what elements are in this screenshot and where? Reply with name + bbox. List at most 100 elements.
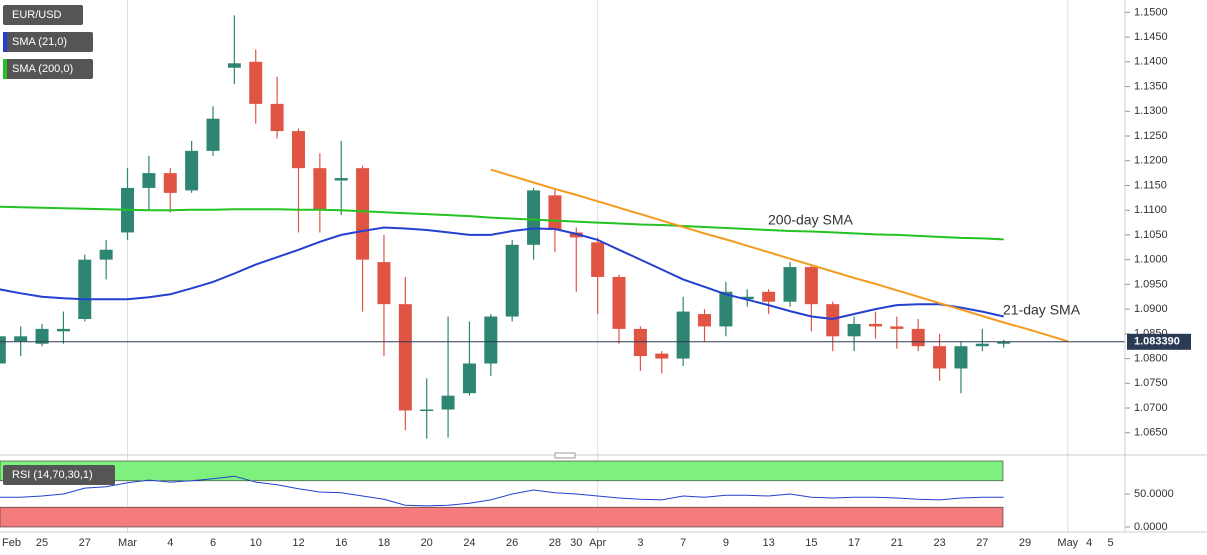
x-tick-label: 16 [335,537,347,549]
y-tick-label: 1.0750 [1134,377,1168,389]
candle-body [227,63,241,68]
candle-body [591,242,605,277]
x-tick-label: 5 [1107,537,1113,549]
candle-body [633,328,647,357]
y-tick-label: 1.1350 [1134,80,1168,92]
sma-line [0,205,1004,241]
grid [0,0,1069,532]
x-tick-label: 4 [1086,537,1092,549]
x-tick-label: 12 [292,537,304,549]
legend-label: SMA (200,0) [12,63,73,75]
legend-box [3,59,93,79]
y-tick-label: 1.1300 [1134,105,1168,117]
y-tick-label: 1.0950 [1134,278,1168,290]
candle-body [783,267,797,302]
x-tick-label: Apr [589,537,606,549]
y-tick-label: 1.1400 [1134,56,1168,68]
candle-body [14,336,28,342]
candle-body [954,346,968,369]
rsi-band [0,506,1004,528]
candle-body [612,276,626,329]
y-tick-label: 1.1450 [1134,31,1168,43]
panel-title: RSI (14,70,30,1) [12,469,93,481]
candle-body [868,323,882,327]
candle-body [719,291,733,327]
candle-body [78,259,92,319]
x-tick-label: 21 [891,537,903,549]
last-price-box [1127,333,1191,350]
legend-box [3,465,115,485]
candle-body [142,173,156,188]
legend-box [3,5,83,25]
x-tick-label: 10 [250,537,262,549]
last-price-label: 1.083390 [1134,336,1180,348]
candle-body [548,195,562,230]
legend-swatch [3,32,7,52]
x-tick-label: 29 [1019,537,1031,549]
x-tick-label: 27 [79,537,91,549]
candle-body [377,262,391,305]
x-tick-label: Feb [2,537,21,549]
x-tick-label: May [1057,537,1078,549]
x-tick-label: 27 [976,537,988,549]
y-tick-label: 0.0000 [1134,521,1168,533]
candle-body [0,336,6,364]
candle-body [441,395,455,410]
candle-body [206,118,220,151]
candle-body [997,341,1011,344]
annotation: 21-day SMA [1003,302,1081,318]
x-tick-label: 15 [805,537,817,549]
candle-body [356,168,370,260]
x-tick-label: 6 [210,537,216,549]
candle-body [505,244,519,317]
candle-body [676,311,690,359]
candle-body [420,409,434,411]
x-tick-label: 24 [463,537,475,549]
candle-body [291,131,305,169]
candle-body [826,304,840,337]
candle-body [270,103,284,132]
panel-handle [554,452,576,459]
candle-body [249,61,263,104]
sma-line [0,226,1004,321]
y-tick-label: 1.0800 [1134,352,1168,364]
candle-body [185,150,199,191]
candle-body [334,178,348,181]
x-tick-label: 28 [549,537,561,549]
y-tick-label: 1.1000 [1134,254,1168,266]
legend: EUR/USD SMA (21,0) SMA (200,0) RSI (14,70,3… [3,5,115,485]
candle-body [484,316,498,364]
y-tick-label: 50.0000 [1134,488,1174,500]
candle-body [933,346,947,369]
rsi-band [0,460,1004,482]
x-tick-label: 30 [570,537,582,549]
candle-body [35,328,49,344]
candle-body [911,328,925,347]
y-tick-label: 1.1150 [1134,179,1167,191]
trend-line [490,168,1069,343]
x-tick-label: 9 [723,537,729,549]
x-tick-label: 23 [933,537,945,549]
x-tick-label: 4 [167,537,173,549]
legend-label: SMA (21,0) [12,36,67,48]
y-tick-label: 1.1050 [1134,229,1168,241]
x-tick-label: 26 [506,537,518,549]
y-tick-label: 1.0900 [1134,303,1168,315]
y-tick-label: 1.0700 [1134,402,1168,414]
candle-body [163,173,177,193]
legend-swatch [3,59,7,79]
plot-area: 21-day SMA 200-day SMA [0,15,1125,507]
candle-body [99,249,113,260]
x-tick-label: Mar [118,537,137,549]
y-tick-label: 1.1200 [1134,155,1168,167]
candle-body [313,168,327,211]
candle-body [527,190,541,245]
legend-label: EUR/USD [12,9,62,21]
y-tick-label: 1.0650 [1134,427,1168,439]
x-tick-label: 17 [848,537,860,549]
candle-body [804,267,818,305]
candle-body [398,304,412,411]
candle-body [462,363,476,394]
rsi-line [0,475,1004,507]
